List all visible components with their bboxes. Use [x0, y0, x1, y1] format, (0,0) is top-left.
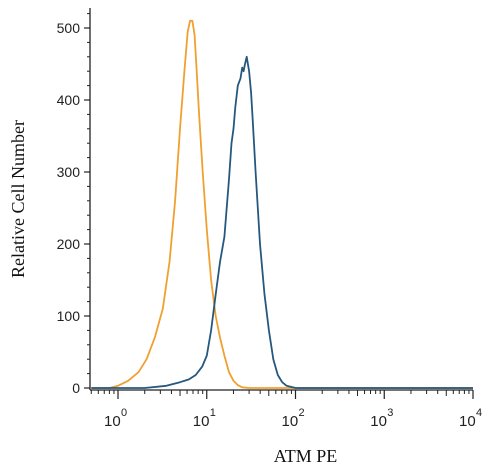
y-tick-label: 0: [72, 380, 80, 396]
x-tick-base: 10: [282, 413, 299, 430]
x-tick-exponent: 1: [210, 407, 216, 419]
y-tick-label: 200: [57, 236, 81, 252]
x-tick-label: 10 3: [370, 407, 393, 430]
x-tick-base: 10: [193, 413, 210, 430]
x-tick-base: 10: [459, 413, 476, 430]
y-tick-label: 300: [57, 164, 81, 180]
y-axis: 0 100 200 300 400 500: [57, 8, 91, 396]
x-tick-exponent: 0: [121, 407, 127, 419]
y-axis-title: Relative Cell Number: [8, 120, 28, 278]
histogram-series-2: [91, 55, 473, 389]
x-tick-base: 10: [104, 413, 121, 430]
histogram-series-1: [91, 19, 473, 389]
y-tick-label: 100: [57, 308, 81, 324]
x-tick-base: 10: [370, 413, 387, 430]
x-tick-exponent: 3: [387, 407, 393, 419]
y-tick-label: 400: [57, 92, 81, 108]
x-tick-exponent: 2: [299, 407, 305, 419]
x-axis-title: ATM PE: [274, 446, 338, 466]
y-tick-label: 500: [57, 20, 81, 36]
x-axis: 10 0 10 1 10 2 10 3 10 4: [90, 389, 482, 430]
x-tick-label: 10 1: [193, 407, 216, 430]
x-tick-label: 10 0: [104, 407, 127, 430]
x-tick-label: 10 2: [282, 407, 305, 430]
x-tick-exponent: 4: [476, 407, 482, 419]
series-layer: [91, 19, 473, 389]
x-tick-label: 10 4: [459, 407, 482, 430]
